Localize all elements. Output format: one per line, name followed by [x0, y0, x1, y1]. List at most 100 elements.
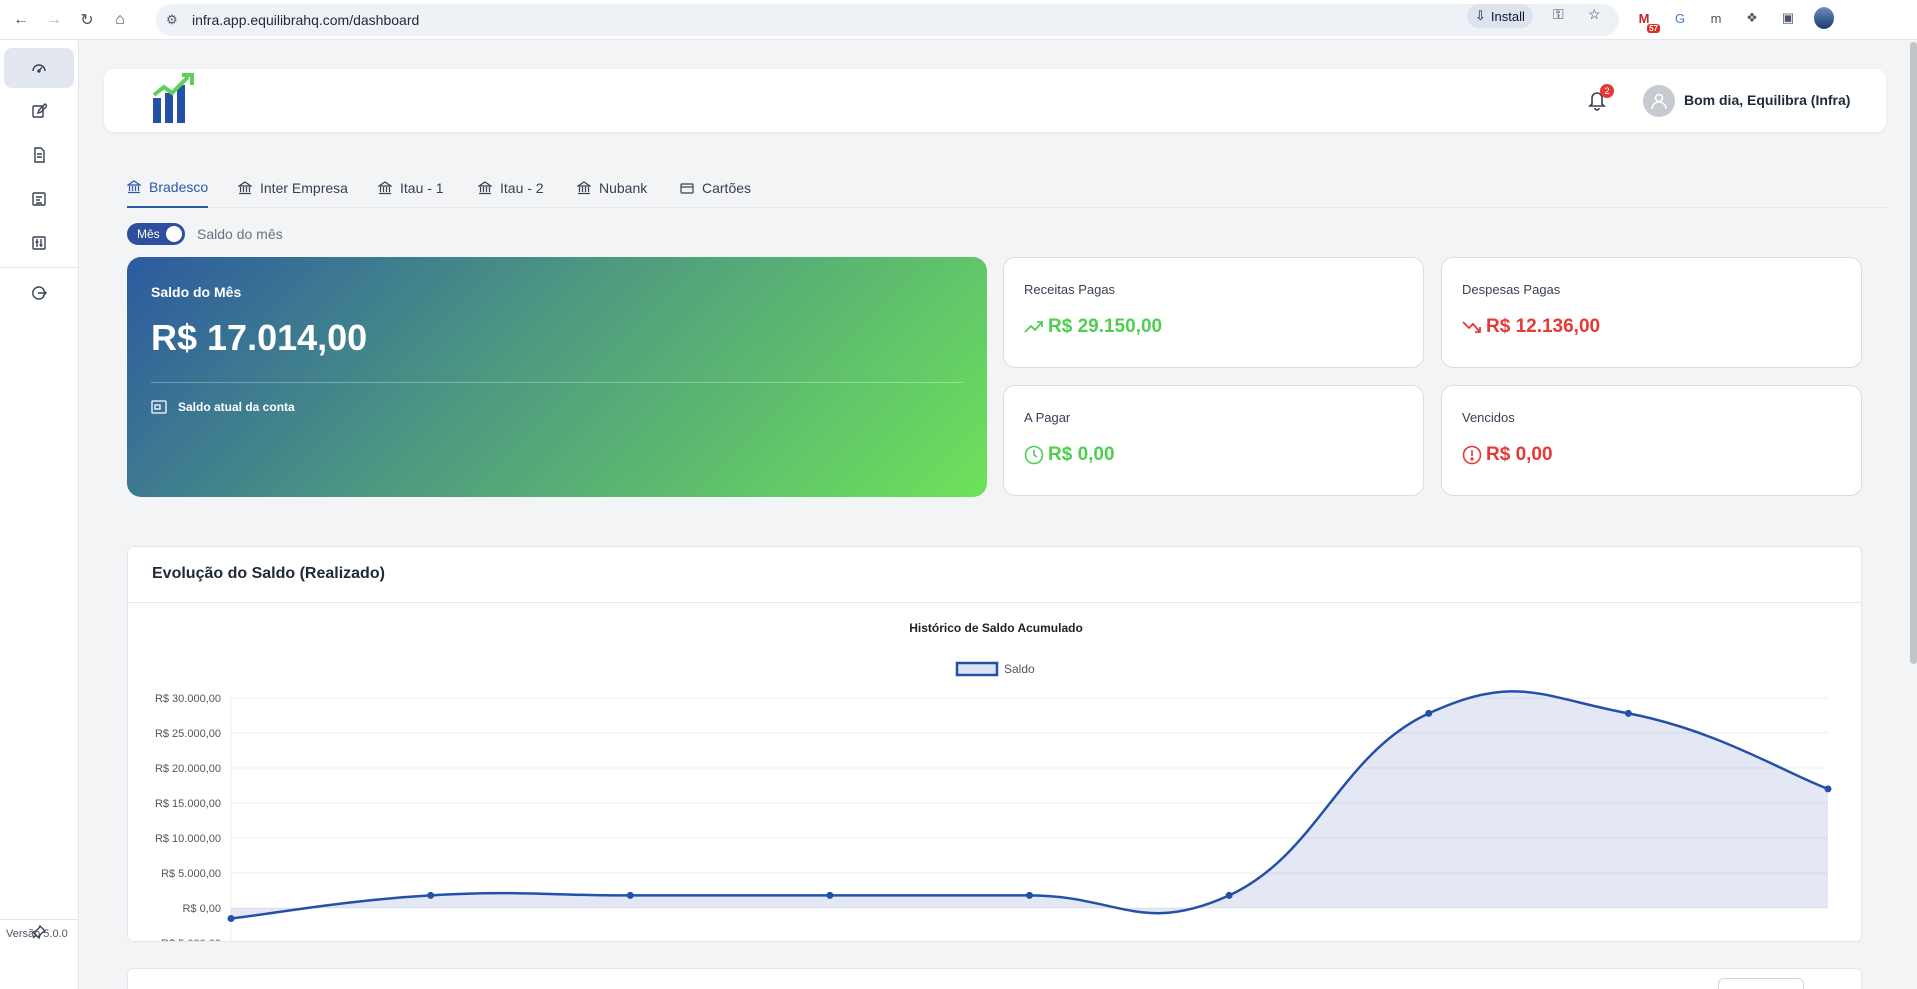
y-tick-label: R$ 5.000,00 — [161, 868, 221, 880]
sidebar-item-settings[interactable] — [4, 223, 74, 263]
bank-icon — [478, 181, 492, 195]
a-pagar-card: A Pagar R$ 0,00 — [1003, 385, 1424, 496]
stat-value: R$ 29.150,00 — [1024, 316, 1162, 338]
tab-itau-2[interactable]: Itau - 2 — [478, 168, 544, 208]
bank-icon — [577, 181, 591, 195]
toggle-knob — [166, 226, 182, 242]
sidebar-item-edit[interactable] — [4, 91, 74, 131]
data-point[interactable] — [1425, 709, 1433, 717]
pin-icon — [31, 924, 47, 940]
sidebar-item-dashboard[interactable] — [4, 48, 74, 88]
y-tick-label: R$ 30.000,00 — [155, 693, 221, 705]
toggle-description: Saldo do mês — [197, 226, 283, 242]
bookmark-star-icon[interactable]: ☆ — [1588, 6, 1601, 22]
alert-circle-icon — [1462, 445, 1482, 465]
chart-divider — [128, 602, 1861, 603]
url-text: infra.app.equilibrahq.com/dashboard — [192, 12, 420, 28]
stat-label: A Pagar — [1024, 410, 1071, 425]
sidebar-item-documents[interactable] — [4, 135, 74, 175]
user-avatar[interactable] — [1643, 85, 1675, 117]
receitas-value: R$ 29.150,00 — [1048, 316, 1163, 337]
profile-avatar[interactable] — [1814, 7, 1834, 29]
back-icon[interactable]: ← — [13, 10, 29, 28]
y-tick-label: R$ 15.000,00 — [155, 798, 221, 810]
trending-down-icon — [1462, 321, 1481, 333]
data-point[interactable] — [1225, 891, 1233, 899]
data-point[interactable] — [427, 891, 435, 899]
balance-value: R$ 17.014,00 — [151, 317, 368, 358]
user-greeting[interactable]: Bom dia, Equilibra (Infra) — [1684, 92, 1851, 108]
wallet-icon — [151, 400, 167, 414]
clock-icon — [1024, 445, 1044, 465]
vencidos-value: R$ 0,00 — [1486, 444, 1553, 465]
data-point[interactable] — [1026, 891, 1033, 899]
forward-icon[interactable]: → — [46, 10, 62, 28]
version-label: Versão 5.0.0 — [6, 928, 68, 940]
user-icon — [1651, 93, 1667, 110]
sidebar-item-reports[interactable] — [4, 179, 74, 219]
data-point[interactable] — [1624, 709, 1632, 717]
a-pagar-value: R$ 0,00 — [1048, 444, 1115, 465]
balance-evolution-card: Evolução do Saldo (Realizado) Histórico … — [127, 546, 1862, 942]
tab-label: Nubank — [599, 180, 648, 196]
legend-swatch[interactable] — [955, 661, 999, 677]
stat-value: R$ 0,00 — [1024, 444, 1115, 466]
sidebar-divider-bottom — [0, 919, 79, 920]
balance-line-chart: Histórico de Saldo Acumulado Saldo -R$ 5… — [155, 621, 1832, 941]
tab-label: Cartões — [702, 180, 752, 196]
vencidos-card: Vencidos R$ 0,00 — [1441, 385, 1862, 496]
document-icon — [34, 147, 45, 163]
install-label: Install — [1490, 8, 1525, 24]
reload-icon[interactable]: ↻ — [80, 11, 94, 29]
puzzle-extensions-icon[interactable]: ❖ — [1746, 10, 1758, 25]
notification-bell-icon[interactable] — [1587, 89, 1607, 111]
translate-extension-icon[interactable]: G — [1674, 10, 1686, 26]
stat-label: Receitas Pagas — [1024, 282, 1116, 297]
data-point[interactable] — [227, 915, 235, 922]
y-tick-label: R$ 10.000,00 — [155, 833, 221, 845]
tab-inter-empresa[interactable]: Inter Empresa — [238, 168, 348, 208]
data-point[interactable] — [826, 891, 834, 899]
gmail-extension-icon[interactable]: M 57 — [1638, 10, 1660, 33]
section-action-button[interactable] — [1718, 978, 1804, 989]
stat-label: Despesas Pagas — [1462, 282, 1561, 297]
chart-title: Histórico de Saldo Acumulado — [909, 621, 1083, 635]
equilibra-logo[interactable] — [150, 73, 195, 125]
home-icon[interactable]: ⌂ — [115, 10, 125, 28]
tab-itau-1[interactable]: Itau - 1 — [378, 168, 444, 208]
account-tabs: Bradesco Inter Empresa Itau - 1 Itau - 2… — [127, 168, 1887, 208]
chart-section-title: Evolução do Saldo (Realizado) — [152, 565, 385, 582]
tab-search-icon[interactable]: ▣ — [1781, 10, 1795, 25]
stat-value: R$ 12.136,00 — [1462, 316, 1600, 338]
tab-label: Itau - 2 — [500, 180, 544, 196]
data-point[interactable] — [1824, 785, 1832, 793]
month-toggle[interactable]: Mês — [127, 223, 185, 245]
page-scrollbar[interactable] — [1910, 42, 1917, 664]
balance-label: Saldo do Mês — [151, 284, 242, 300]
y-tick-label: R$ 20.000,00 — [155, 763, 221, 775]
series-area-fill — [231, 691, 1828, 919]
site-info-icon[interactable]: ⚙ — [166, 12, 178, 27]
m-extension-icon[interactable]: m — [1710, 10, 1722, 26]
address-bar[interactable]: ⚙ infra.app.equilibrahq.com/dashboard — [156, 4, 1619, 36]
despesas-value: R$ 12.136,00 — [1486, 316, 1601, 337]
y-tick-label: R$ 0,00 — [182, 903, 221, 915]
legend-label[interactable]: Saldo — [1004, 662, 1035, 676]
bank-icon — [127, 180, 141, 194]
password-key-icon[interactable]: ⚿ — [1553, 6, 1564, 22]
sidebar-item-pin[interactable] — [4, 912, 74, 952]
speedometer-icon — [32, 64, 46, 73]
y-tick-label: R$ 25.000,00 — [155, 728, 221, 740]
sidebar-divider — [0, 267, 79, 268]
balance-divider — [151, 382, 963, 383]
data-point[interactable] — [626, 891, 634, 899]
tab-cartoes[interactable]: Cartões — [680, 168, 751, 208]
sidebar-item-logout[interactable] — [4, 273, 74, 313]
receitas-pagas-card: Receitas Pagas R$ 29.150,00 — [1003, 257, 1424, 368]
logout-icon — [32, 286, 47, 300]
install-icon: ⇩ — [1475, 8, 1486, 23]
card-icon — [680, 183, 694, 194]
tab-nubank[interactable]: Nubank — [577, 168, 647, 208]
tab-bradesco[interactable]: Bradesco — [127, 168, 209, 208]
install-button[interactable]: ⇩ Install — [1467, 4, 1533, 28]
